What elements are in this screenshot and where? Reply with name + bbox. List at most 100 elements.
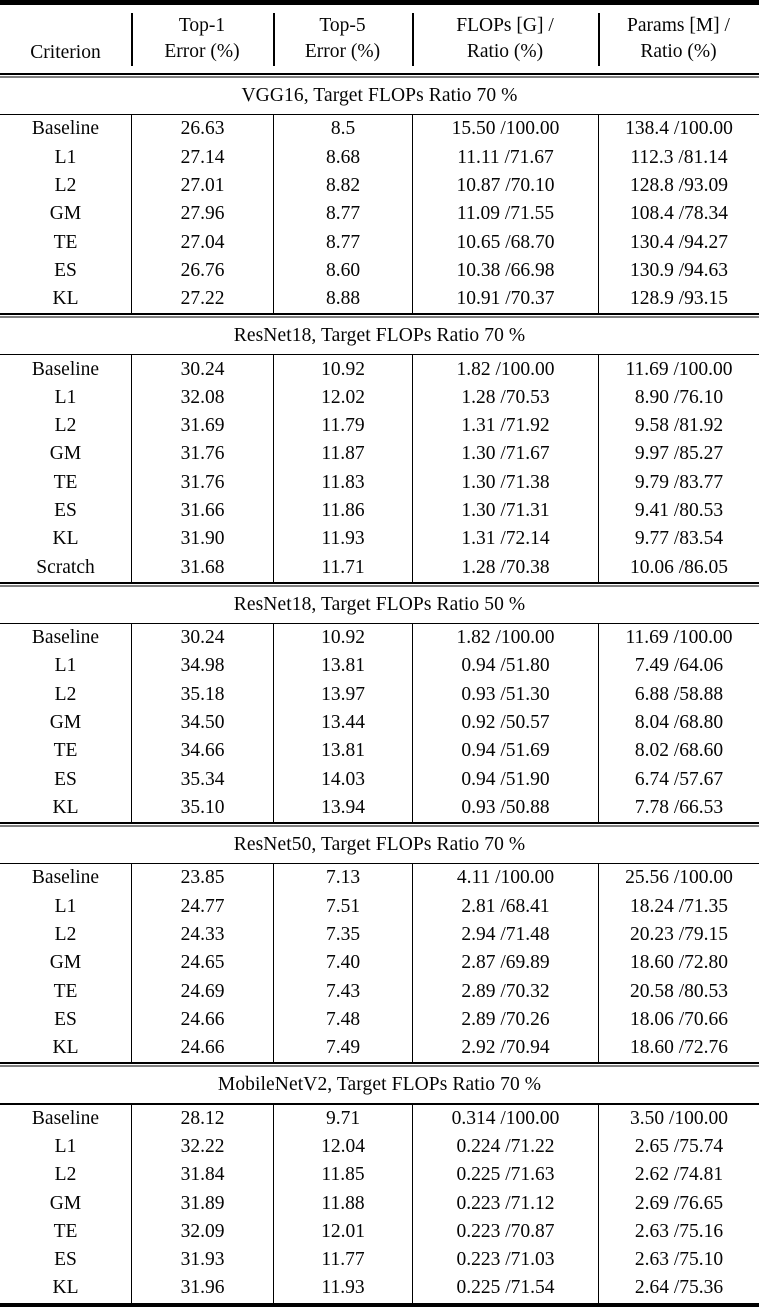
top1-error-cell: 31.76 xyxy=(131,468,273,497)
criterion-cell: GM xyxy=(49,203,82,225)
top1-error-cell: 35.34 xyxy=(131,765,273,794)
header-top5-error: Top-5 Error (%) xyxy=(273,11,412,66)
params-ratio-cell: 130.9 /94.63 xyxy=(598,256,759,285)
flops-ratio-cell: 0.224 /71.22 xyxy=(412,1132,598,1162)
criterion-cell: L2 xyxy=(54,415,77,437)
top1-error-cell: 34.66 xyxy=(131,737,273,766)
criterion-cell: TE xyxy=(53,471,78,493)
params-ratio-cell: 2.62 /74.81 xyxy=(598,1161,759,1190)
top5-error-cell: 11.79 xyxy=(273,412,412,441)
flops-ratio-cell: 15.50 /100.00 xyxy=(412,115,598,144)
params-ratio-cell: 2.69 /76.65 xyxy=(598,1189,759,1218)
top5-error-cell: 13.94 xyxy=(273,793,412,823)
criterion-cell: L2 xyxy=(54,683,77,705)
top1-error-cell: 31.96 xyxy=(131,1274,273,1303)
top1-error-cell: 27.14 xyxy=(131,143,273,172)
top1-error-cell: 24.77 xyxy=(131,892,273,921)
section-title: VGG16, Target FLOPs Ratio 70 % xyxy=(241,85,518,106)
table-row: Baseline 30.24 10.92 1.82 /100.00 11.69 … xyxy=(0,624,759,653)
top1-error-cell: 26.76 xyxy=(131,256,273,285)
flops-ratio-cell: 10.87 /70.10 xyxy=(412,171,598,201)
criterion-cell: Baseline xyxy=(31,627,100,649)
table-row: L2 27.01 8.82 10.87 /70.10 128.8 /93.09 xyxy=(0,171,759,201)
criterion-cell: KL xyxy=(52,288,79,310)
top1-error-cell: 31.68 xyxy=(131,553,273,582)
header-criterion-label: Criterion xyxy=(30,42,101,63)
params-ratio-cell: 10.06 /86.05 xyxy=(598,553,759,582)
params-ratio-cell: 20.23 /79.15 xyxy=(598,920,759,950)
params-ratio-cell: 18.06 /70.66 xyxy=(598,1005,759,1035)
table-row: KL 35.10 13.94 0.93 /50.88 7.78 /66.53 xyxy=(0,793,759,823)
top5-error-cell: 12.04 xyxy=(273,1132,412,1162)
top5-error-cell: 10.92 xyxy=(273,355,412,384)
table-row: L2 24.33 7.35 2.94 /71.48 20.23 /79.15 xyxy=(0,920,759,950)
header-params-line2: Ratio (%) xyxy=(640,40,717,62)
flops-ratio-cell: 11.09 /71.55 xyxy=(412,200,598,229)
criterion-cell: L2 xyxy=(54,924,77,946)
top1-error-cell: 24.69 xyxy=(131,977,273,1006)
top5-error-cell: 7.51 xyxy=(273,892,412,921)
flops-ratio-cell: 1.31 /71.92 xyxy=(412,412,598,441)
params-ratio-cell: 2.65 /75.74 xyxy=(598,1132,759,1162)
section-title: MobileNetV2, Target FLOPs Ratio 70 % xyxy=(217,1074,542,1096)
top1-error-cell: 31.69 xyxy=(131,412,273,441)
top1-error-cell: 27.01 xyxy=(131,171,273,201)
criterion-cell: Baseline xyxy=(31,867,100,889)
table-row: KL 31.90 11.93 1.31 /72.14 9.77 /83.54 xyxy=(0,525,759,554)
flops-ratio-cell: 0.92 /50.57 xyxy=(412,708,598,738)
section-bottom-rule xyxy=(0,822,759,828)
table-top-rule xyxy=(0,0,759,5)
criterion-cell: KL xyxy=(52,796,79,818)
top5-error-cell: 8.82 xyxy=(273,171,412,201)
params-ratio-cell: 20.58 /80.53 xyxy=(598,977,759,1006)
table-row: KL 27.22 8.88 10.91 /70.37 128.9 /93.15 xyxy=(0,284,759,314)
flops-ratio-cell: 0.94 /51.69 xyxy=(412,737,598,766)
top1-error-cell: 31.84 xyxy=(131,1161,273,1190)
table-row: L1 27.14 8.68 11.11 /71.67 112.3 /81.14 xyxy=(0,143,759,172)
header-flops-ratio: FLOPs [G] / Ratio (%) xyxy=(412,11,598,66)
flops-ratio-cell: 10.65 /68.70 xyxy=(412,228,598,257)
top5-error-cell: 11.77 xyxy=(273,1246,412,1275)
section-rows: Baseline 30.24 10.92 1.82 /100.00 11.69 … xyxy=(0,624,759,823)
top1-error-cell: 34.50 xyxy=(131,708,273,738)
criterion-cell: L1 xyxy=(54,895,77,917)
flops-ratio-cell: 2.87 /69.89 xyxy=(412,949,598,978)
flops-ratio-cell: 0.93 /50.88 xyxy=(412,793,598,823)
table-row: TE 31.76 11.83 1.30 /71.38 9.79 /83.77 xyxy=(0,468,759,497)
top5-error-cell: 12.01 xyxy=(273,1217,412,1247)
params-ratio-cell: 25.56 /100.00 xyxy=(598,864,759,893)
top1-error-cell: 24.33 xyxy=(131,920,273,950)
top5-error-cell: 13.81 xyxy=(273,652,412,681)
section-rows: Baseline 26.63 8.5 15.50 /100.00 138.4 /… xyxy=(0,115,759,314)
flops-ratio-cell: 0.223 /70.87 xyxy=(412,1217,598,1247)
criterion-cell: GM xyxy=(49,952,82,974)
table-row: Scratch 31.68 11.71 1.28 /70.38 10.06 /8… xyxy=(0,553,759,582)
criterion-cell: GM xyxy=(49,1192,82,1214)
table-row: L2 31.84 11.85 0.225 /71.63 2.62 /74.81 xyxy=(0,1161,759,1190)
top5-error-cell: 11.85 xyxy=(273,1161,412,1190)
section-title-rule xyxy=(0,1103,759,1105)
header-top1-line2: Error (%) xyxy=(164,40,240,62)
top1-error-cell: 31.66 xyxy=(131,496,273,526)
params-ratio-cell: 7.49 /64.06 xyxy=(598,652,759,681)
top1-error-cell: 32.09 xyxy=(131,1217,273,1247)
criterion-cell: Baseline xyxy=(31,1107,100,1129)
flops-ratio-cell: 0.93 /51.30 xyxy=(412,680,598,709)
top5-error-cell: 7.48 xyxy=(273,1005,412,1035)
table-row: ES 35.34 14.03 0.94 /51.90 6.74 /57.67 xyxy=(0,765,759,794)
header-flops-line2: Ratio (%) xyxy=(466,40,544,62)
flops-ratio-cell: 0.94 /51.80 xyxy=(412,652,598,681)
top1-error-cell: 27.96 xyxy=(131,200,273,229)
criterion-cell: TE xyxy=(53,231,78,253)
section-title-rule xyxy=(0,354,759,356)
params-ratio-cell: 11.69 /100.00 xyxy=(598,355,759,384)
params-ratio-cell: 130.4 /94.27 xyxy=(598,228,759,257)
criterion-cell: ES xyxy=(54,1249,77,1271)
table-row: GM 27.96 8.77 11.09 /71.55 108.4 /78.34 xyxy=(0,200,759,229)
section-title: ResNet50, Target FLOPs Ratio 70 % xyxy=(233,834,526,856)
header-criterion: Criterion xyxy=(0,11,131,66)
flops-ratio-cell: 2.92 /70.94 xyxy=(412,1034,598,1063)
table-bottom-rule xyxy=(0,1302,759,1307)
table-header: Criterion Top-1 Error (%) Top-5 Error (%… xyxy=(0,5,759,73)
top1-error-cell: 35.10 xyxy=(131,793,273,823)
